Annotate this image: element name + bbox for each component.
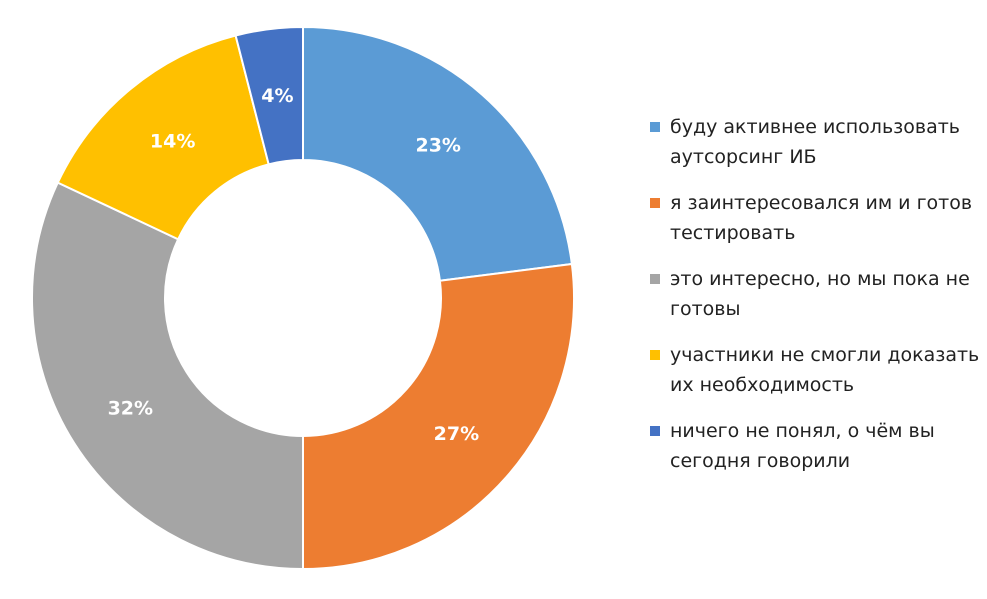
legend-item: буду активнее использовать аутсорсинг ИБ	[650, 112, 980, 172]
donut-chart: 23% 27% 32% 14% 4%	[31, 25, 575, 571]
legend-item: участники не смогли доказать их необходи…	[650, 340, 980, 400]
legend-item: ничего не понял, о чём вы сегодня говори…	[650, 416, 980, 476]
legend-label: я заинтересовался им и готов тестировать	[670, 192, 973, 244]
legend-swatch	[650, 122, 660, 132]
legend-label: участники не смогли доказать их необходи…	[670, 344, 980, 396]
slice-data-label: 23%	[415, 135, 460, 157]
legend-label: буду активнее использовать аутсорсинг ИБ	[670, 116, 960, 168]
legend-label: ничего не понял, о чём вы сегодня говори…	[670, 420, 935, 472]
slice-data-label: 27%	[434, 423, 479, 445]
slice-data-label: 32%	[108, 398, 153, 420]
slice-data-label: 14%	[150, 130, 195, 152]
legend-swatch	[650, 198, 660, 208]
legend-swatch	[650, 426, 660, 436]
legend-swatch	[650, 274, 660, 284]
legend: буду активнее использовать аутсорсинг ИБ…	[650, 112, 980, 492]
slice-data-label: 4%	[261, 85, 293, 107]
donut-slice	[302, 25, 573, 282]
legend-label: это интересно, но мы пока не готовы	[670, 268, 970, 320]
donut-slice	[302, 262, 575, 571]
legend-swatch	[650, 350, 660, 360]
donut-slice	[234, 25, 304, 166]
legend-item: это интересно, но мы пока не готовы	[650, 264, 980, 324]
legend-item: я заинтересовался им и готов тестировать	[650, 188, 980, 248]
donut-slice	[31, 181, 304, 571]
donut-slice	[56, 34, 270, 241]
